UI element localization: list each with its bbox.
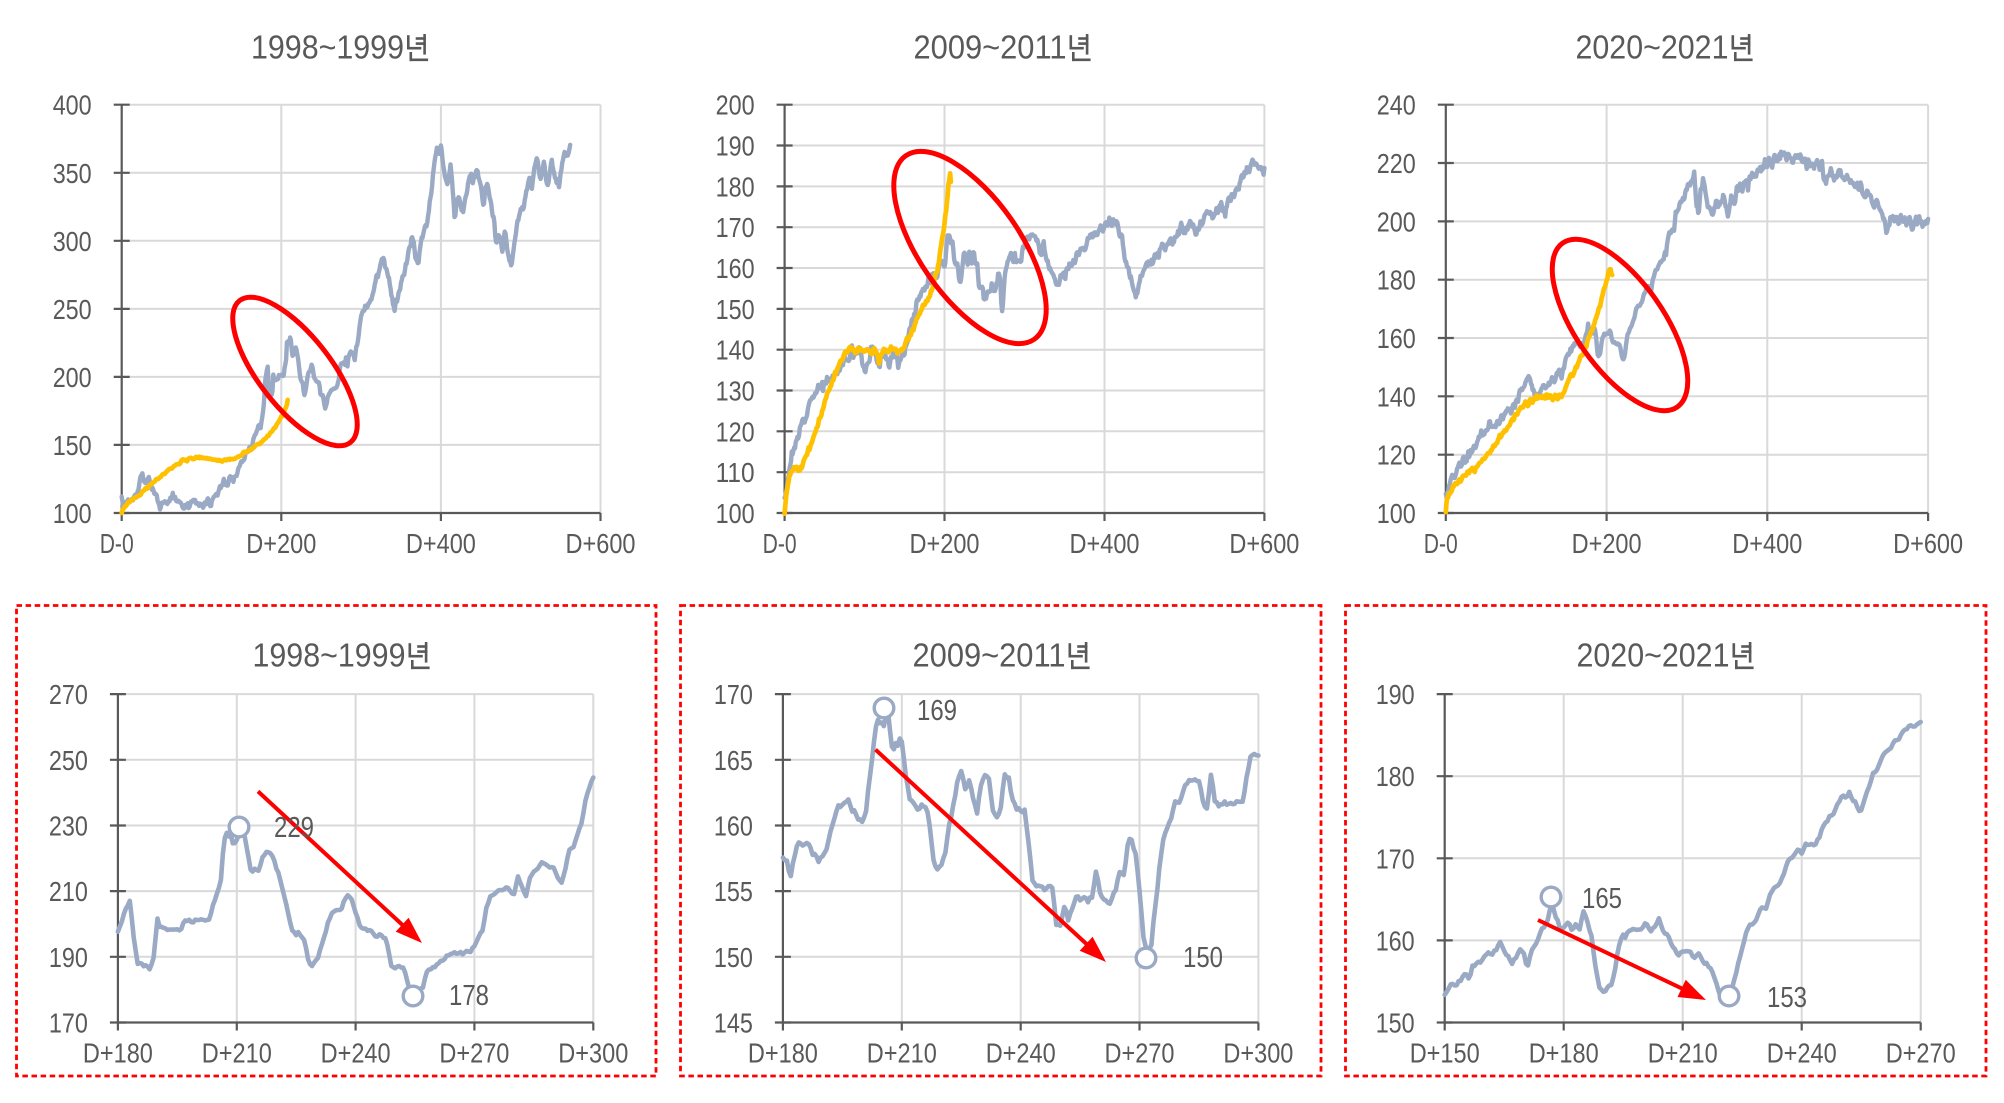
svg-text:160: 160 — [716, 253, 755, 284]
svg-text:180: 180 — [716, 171, 755, 202]
svg-text:D+270: D+270 — [1105, 1038, 1175, 1069]
svg-text:D+600: D+600 — [566, 528, 636, 559]
svg-text:169: 169 — [917, 695, 957, 727]
svg-text:D+180: D+180 — [83, 1038, 153, 1069]
svg-text:D+210: D+210 — [867, 1038, 937, 1069]
svg-text:190: 190 — [1376, 679, 1415, 710]
svg-text:155: 155 — [714, 876, 753, 907]
svg-text:100: 100 — [53, 498, 92, 529]
svg-text:220: 220 — [1377, 148, 1416, 179]
svg-text:160: 160 — [1376, 925, 1415, 956]
svg-text:D+240: D+240 — [1767, 1038, 1837, 1069]
svg-text:110: 110 — [716, 457, 755, 488]
svg-text:160: 160 — [714, 811, 753, 842]
svg-text:D+200: D+200 — [246, 528, 316, 559]
svg-text:250: 250 — [53, 294, 92, 325]
svg-text:1998~1999: 1998~1999 — [253, 637, 406, 674]
svg-text:145: 145 — [714, 1008, 753, 1039]
svg-text:D+600: D+600 — [1229, 528, 1299, 559]
svg-text:D+180: D+180 — [748, 1038, 818, 1069]
svg-text:300: 300 — [53, 226, 92, 257]
svg-text:D+200: D+200 — [1572, 528, 1642, 559]
svg-text:D+300: D+300 — [558, 1038, 628, 1069]
svg-text:229: 229 — [274, 812, 314, 844]
svg-text:165: 165 — [714, 745, 753, 776]
svg-text:D+210: D+210 — [1648, 1038, 1718, 1069]
svg-text:230: 230 — [49, 811, 88, 842]
svg-text:180: 180 — [1376, 761, 1415, 792]
svg-text:D-0: D-0 — [100, 528, 134, 559]
svg-text:200: 200 — [1377, 206, 1416, 237]
svg-text:165: 165 — [1582, 883, 1622, 915]
svg-text:D-0: D-0 — [1424, 528, 1458, 559]
svg-text:153: 153 — [1767, 982, 1807, 1014]
svg-text:D+240: D+240 — [321, 1038, 391, 1069]
svg-text:180: 180 — [1377, 265, 1416, 296]
svg-text:120: 120 — [716, 416, 755, 447]
svg-text:100: 100 — [716, 498, 755, 529]
svg-text:D+270: D+270 — [439, 1038, 509, 1069]
svg-text:D+400: D+400 — [1070, 528, 1140, 559]
svg-text:130: 130 — [716, 376, 755, 407]
svg-text:240: 240 — [1377, 90, 1416, 121]
svg-text:D+400: D+400 — [1732, 528, 1802, 559]
svg-text:2009~2011: 2009~2011 — [913, 637, 1066, 674]
svg-text:140: 140 — [716, 335, 755, 366]
svg-text:178: 178 — [449, 980, 489, 1012]
svg-text:D+300: D+300 — [1223, 1038, 1293, 1069]
svg-text:120: 120 — [1377, 440, 1416, 471]
svg-text:D+600: D+600 — [1893, 528, 1963, 559]
svg-text:D+180: D+180 — [1529, 1038, 1599, 1069]
svg-text:160: 160 — [1377, 323, 1416, 354]
svg-text:100: 100 — [1377, 498, 1416, 529]
svg-text:D+400: D+400 — [406, 528, 476, 559]
svg-text:190: 190 — [716, 131, 755, 162]
svg-text:150: 150 — [716, 294, 755, 325]
svg-text:D+270: D+270 — [1886, 1038, 1956, 1069]
svg-text:150: 150 — [53, 430, 92, 461]
svg-text:2020~2021: 2020~2021 — [1576, 29, 1729, 66]
svg-text:150: 150 — [1376, 1008, 1415, 1039]
svg-text:2009~2011: 2009~2011 — [914, 29, 1067, 66]
svg-text:D+200: D+200 — [910, 528, 980, 559]
svg-text:170: 170 — [1376, 843, 1415, 874]
svg-text:140: 140 — [1377, 381, 1416, 412]
svg-text:150: 150 — [714, 942, 753, 973]
svg-text:170: 170 — [714, 679, 753, 710]
svg-text:D+240: D+240 — [986, 1038, 1056, 1069]
svg-text:D-0: D-0 — [763, 528, 797, 559]
svg-text:D+150: D+150 — [1410, 1038, 1480, 1069]
svg-text:250: 250 — [49, 745, 88, 776]
svg-text:170: 170 — [716, 212, 755, 243]
svg-text:200: 200 — [716, 90, 755, 121]
svg-text:270: 270 — [49, 679, 88, 710]
svg-text:1998~1999: 1998~1999 — [251, 29, 404, 66]
svg-text:190: 190 — [49, 942, 88, 973]
svg-text:D+210: D+210 — [202, 1038, 272, 1069]
svg-text:170: 170 — [49, 1008, 88, 1039]
svg-text:400: 400 — [53, 90, 92, 121]
svg-text:210: 210 — [49, 876, 88, 907]
svg-text:200: 200 — [53, 362, 92, 393]
svg-text:150: 150 — [1183, 942, 1223, 974]
svg-text:2020~2021: 2020~2021 — [1577, 637, 1730, 674]
svg-text:350: 350 — [53, 158, 92, 189]
